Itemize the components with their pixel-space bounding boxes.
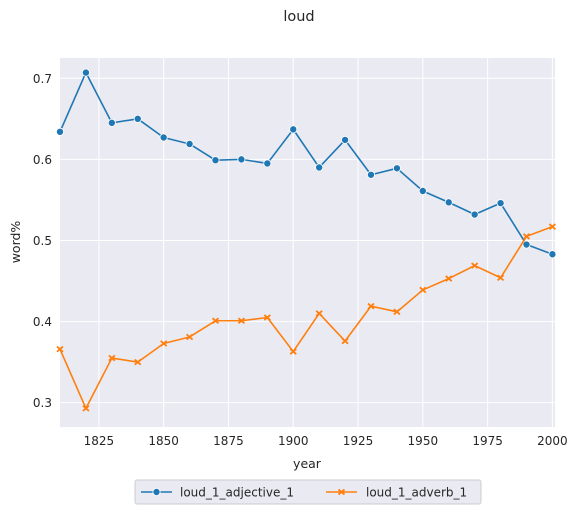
data-point [522, 233, 531, 240]
data-point [211, 317, 220, 325]
data-point [444, 198, 453, 207]
grid-lines [60, 58, 555, 427]
data-point [134, 358, 142, 366]
y-tick-label: 0.4 [33, 315, 52, 329]
legend-marker-adjective [152, 487, 161, 496]
y-tick-label: 0.7 [33, 72, 52, 86]
data-point [496, 199, 505, 208]
data-point [185, 333, 194, 341]
y-tick-label: 0.3 [33, 396, 52, 410]
data-point [159, 133, 168, 142]
data-point [419, 286, 427, 294]
data-point [366, 170, 375, 179]
x-tick-label: 1925 [343, 434, 374, 448]
x-tick-label: 1875 [213, 434, 244, 448]
data-point [160, 340, 168, 347]
data-point [470, 210, 479, 219]
data-point [341, 337, 349, 345]
legend-label-adverb: loud_1_adverb_1 [366, 486, 467, 500]
data-point [392, 164, 401, 173]
data-point [108, 354, 116, 362]
data-point [393, 308, 401, 316]
legend-box [134, 479, 482, 505]
x-axis-label: year [293, 456, 322, 471]
data-point [211, 156, 220, 165]
data-point [133, 114, 142, 123]
data-point [315, 163, 324, 172]
y-tick-label: 0.5 [33, 234, 52, 248]
x-tick-label: 1900 [278, 434, 309, 448]
data-point [418, 187, 427, 196]
data-point [237, 317, 246, 325]
data-point [237, 155, 246, 164]
series-line [59, 71, 553, 256]
data-point [548, 223, 556, 230]
x-tick-label: 1825 [84, 434, 115, 448]
data-point [81, 68, 90, 77]
data-point [548, 250, 557, 259]
data-point [289, 125, 298, 134]
plot-area [60, 58, 555, 427]
x-tick-label: 2000 [537, 434, 568, 448]
y-axis-ticks: 0.3 0.4 0.5 0.6 0.7 [33, 72, 52, 410]
legend: loud_1_adjective_1 loud_1_adverb_1 [134, 479, 482, 505]
data-point [289, 348, 297, 355]
data-point [445, 275, 453, 282]
data-point [496, 274, 505, 282]
y-axis-label: word% [8, 221, 23, 264]
data-point [341, 135, 350, 144]
data-point [82, 405, 90, 412]
x-tick-label: 1850 [148, 434, 179, 448]
data-point [185, 139, 194, 148]
data-point [471, 262, 479, 269]
data-point [263, 314, 271, 321]
data-point [107, 118, 116, 127]
data-point [315, 310, 323, 317]
data-point [56, 127, 65, 136]
series-group [56, 68, 557, 412]
series-line [59, 225, 553, 410]
data-point [367, 302, 375, 310]
data-point [522, 240, 531, 249]
x-axis-ticks: 1825 1850 1875 1900 1925 1950 1975 2000 [84, 434, 568, 448]
x-tick-label: 1975 [472, 434, 503, 448]
chart-title: loud [283, 9, 314, 25]
series-0 [56, 68, 557, 259]
series-1 [56, 223, 556, 412]
data-point [56, 345, 64, 353]
x-tick-label: 1950 [408, 434, 439, 448]
legend-marker-adverb [337, 488, 346, 496]
legend-label-adjective: loud_1_adjective_1 [180, 486, 294, 500]
y-tick-label: 0.6 [33, 153, 52, 167]
data-point [263, 159, 272, 168]
